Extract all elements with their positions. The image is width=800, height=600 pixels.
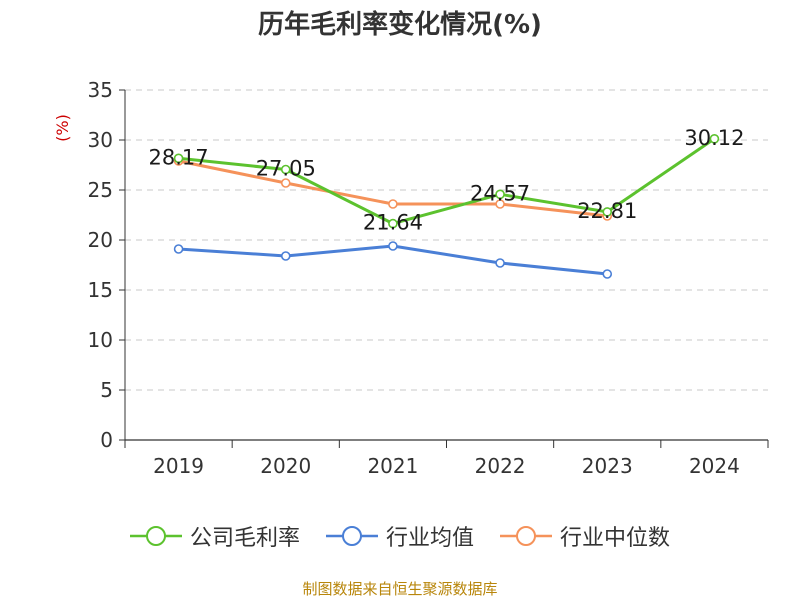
x-tick-label: 2021 xyxy=(367,454,418,478)
legend-item[interactable]: 行业均值 xyxy=(325,520,474,552)
data-label: 30.12 xyxy=(684,126,744,150)
data-point xyxy=(495,258,505,268)
y-tick-label: 15 xyxy=(88,278,113,302)
data-point xyxy=(388,199,398,209)
legend-item[interactable]: 行业中位数 xyxy=(500,520,670,552)
y-tick-label: 30 xyxy=(88,128,113,152)
legend: 公司毛利率 行业均值 行业中位数 xyxy=(0,520,800,552)
y-tick-label: 35 xyxy=(88,78,113,102)
legend-label: 公司毛利率 xyxy=(189,526,300,551)
data-point xyxy=(280,251,291,261)
data-point xyxy=(709,134,720,144)
data-label: 24.57 xyxy=(470,181,530,205)
data-point xyxy=(388,241,398,251)
y-tick-label: 5 xyxy=(100,378,113,402)
y-axis-label: (%) xyxy=(53,114,72,142)
legend-item[interactable]: 公司毛利率 xyxy=(129,520,300,552)
series-lines xyxy=(173,134,720,279)
legend-label: 行业均值 xyxy=(385,526,474,551)
series-line xyxy=(178,137,716,226)
chart-title: 历年毛利率变化情况(%) xyxy=(258,10,542,40)
y-tick-label: 20 xyxy=(88,228,113,252)
data-label: 28.17 xyxy=(149,145,209,169)
data-point xyxy=(173,244,184,254)
data-point xyxy=(495,189,505,200)
data-point xyxy=(173,153,184,164)
x-tick-label: 2020 xyxy=(260,454,311,478)
x-tick-label: 2023 xyxy=(582,454,633,478)
grid-lines xyxy=(125,89,768,391)
y-tick-label: 0 xyxy=(100,428,113,452)
x-tick-label: 2019 xyxy=(153,454,204,478)
axes: 0 5 10 15 20 25 30 35 2019 2020 2021 2022 2023 2024 (%… xyxy=(53,78,769,478)
data-source: 制图数据来自恒生聚源数据库 xyxy=(302,580,498,598)
data-point xyxy=(602,207,613,217)
data-point xyxy=(280,178,291,188)
data-labels: 28.17 27.05 21.64 24.57 22.81 30.12 xyxy=(149,126,745,235)
legend-label: 行业中位数 xyxy=(560,526,671,551)
data-point xyxy=(495,199,505,209)
data-point xyxy=(602,269,613,279)
legend-marker-icon xyxy=(500,526,552,546)
y-tick-label: 10 xyxy=(88,328,113,352)
data-point xyxy=(280,164,291,175)
legend-marker-icon xyxy=(325,526,378,546)
data-label: 27.05 xyxy=(256,157,316,181)
data-label: 21.64 xyxy=(363,211,423,235)
data-point xyxy=(388,218,398,229)
y-tick-label: 25 xyxy=(88,178,113,202)
x-tick-label: 2022 xyxy=(475,454,526,478)
x-tick-label: 2024 xyxy=(689,454,740,478)
data-label: 22.81 xyxy=(577,199,637,223)
legend-marker-icon xyxy=(129,526,182,546)
